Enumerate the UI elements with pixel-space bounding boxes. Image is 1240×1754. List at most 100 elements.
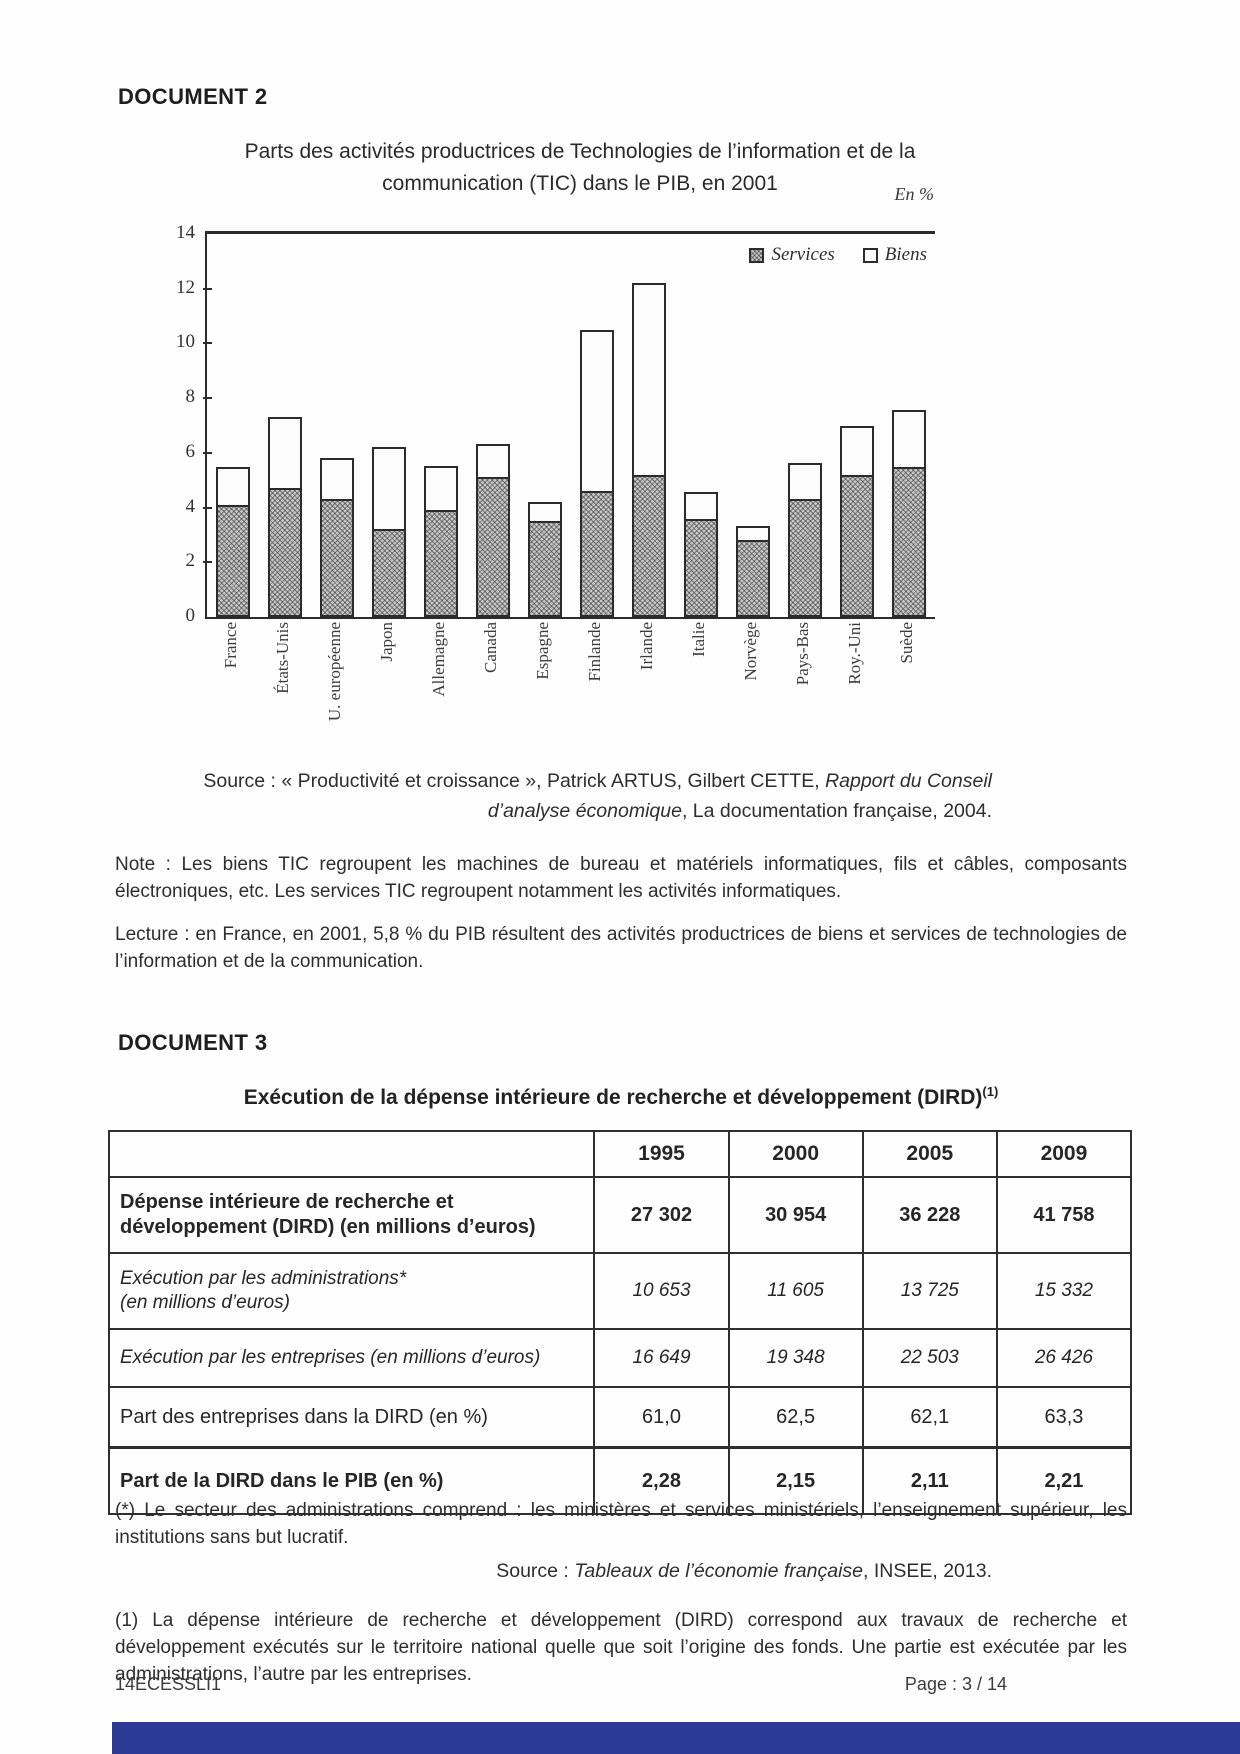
y-axis-tick-label: 8 [185,386,196,407]
cell-value: 41 758 [995,1176,1133,1254]
footnote-star: (*) Le secteur des administrations compr… [115,1500,1127,1548]
bar-segment-biens [268,417,302,488]
bar-segment-biens [736,526,770,540]
x-axis-label: Italie [689,622,708,657]
bar-Pays-Bas [779,234,831,617]
cell-value: 10 653 [593,1252,730,1330]
bar-France [207,234,259,617]
x-axis-label: U. européenne [325,622,344,722]
cell-value: 11 605 [727,1252,864,1330]
bar-segment-services [372,529,406,617]
x-axis-label: Suède [897,622,916,664]
cell-value: 2,21 [995,1446,1133,1515]
legend-item-services: Services [749,244,835,266]
table-source: Source : Tableaux de l’économie français… [300,1560,992,1583]
x-axis-label: France [221,622,240,669]
table-row: Exécution par les administrations* (en m… [107,1252,1133,1330]
x-label-slot: Suède [881,622,933,752]
table-row: Part de la DIRD dans le PIB (en %) 2,28 … [107,1446,1133,1515]
dird-table: 1995 2000 2005 2009 Dépense intérieure d… [107,1130,1133,1515]
x-label-slot: Japon [361,622,413,752]
bar-segment-services [840,475,874,617]
chart-source: Source : « Productivité et croissance »,… [120,766,992,826]
stacked-bar [268,417,302,617]
bar-Norvège [727,234,779,617]
cell-value: 27 302 [593,1176,730,1254]
legend-label-services: Services [771,244,835,265]
cell-value: 62,1 [861,1386,998,1449]
bar-Irlande [623,234,675,617]
bar-Roy.-Uni [831,234,883,617]
stacked-bar [476,444,510,617]
footnote-1: (1) La dépense intérieure de recherche e… [115,1610,1127,1685]
cell-value: 2,28 [593,1446,730,1515]
bar-Canada [467,234,519,617]
year-header: 2005 [861,1130,998,1178]
bar-Japon [363,234,415,617]
services-swatch-icon [749,247,765,263]
bar-segment-biens [788,463,822,499]
row-label: Exécution par les entreprises (en millio… [107,1328,596,1388]
x-label-slot: Finlande [569,622,621,752]
stacked-bar [424,466,458,617]
table-source-prefix: Source : [496,1560,575,1582]
y-axis-tick-mark [203,342,212,344]
y-axis-tick-mark [203,561,212,563]
bar-segment-biens [684,492,718,519]
y-axis-tick-label: 0 [185,605,196,626]
cell-value: 61,0 [593,1386,730,1449]
x-label-slot: U. européenne [309,622,361,752]
cell-value: 19 348 [727,1328,864,1388]
bar-segment-services [736,540,770,617]
stacked-bar [684,492,718,617]
stacked-bar [320,458,354,617]
bar-segment-services [632,475,666,617]
year-header: 2009 [995,1130,1133,1178]
row-label: Part des entreprises dans la DIRD (en %) [107,1386,596,1449]
chart-title-line1: Parts des activités productrices de Tech… [244,140,916,163]
stacked-bar [216,467,250,617]
bar-Espagne [519,234,571,617]
bar-segment-services [580,491,614,617]
y-axis-tick-label: 2 [185,550,196,571]
bar-segment-biens [320,458,354,499]
stacked-bar [580,330,614,617]
bar-U. européenne [311,234,363,617]
bar-segment-services [788,499,822,617]
cell-value: 62,5 [727,1386,864,1449]
x-label-slot: France [205,622,257,752]
bar-segment-biens [580,330,614,491]
x-label-slot: États-Unis [257,622,309,752]
table-title-text: Exécution de la dépense intérieure de re… [243,1086,983,1109]
stacked-bar [528,502,562,617]
bar-segment-biens [476,444,510,477]
table-header-row: 1995 2000 2005 2009 [107,1130,1133,1178]
bar-Allemagne [415,234,467,617]
row-label: Exécution par les administrations* (en m… [107,1252,596,1330]
table-title-footnote-ref: (1) [982,1084,999,1099]
row-label: Dépense intérieure de recherche et dével… [107,1176,596,1254]
stacked-bar [840,426,874,617]
bar-segment-services [684,519,718,617]
bar-segment-biens [840,426,874,475]
document2-heading: DOCUMENT 2 [118,84,268,109]
bar-segment-services [892,467,926,617]
legend-label-biens: Biens [884,244,927,265]
x-label-slot: Norvège [725,622,777,752]
y-axis-tick-mark [203,397,212,399]
row-label: Part de la DIRD dans le PIB (en %) [107,1446,596,1515]
bar-segment-services [268,488,302,617]
bar-segment-services [216,505,250,617]
x-axis-labels: France États-Unis U. européenne Japon Allema… [205,622,933,752]
stacked-bar [372,447,406,617]
page-number: Page : 3 / 14 [904,1674,1007,1694]
x-axis-label: Espagne [533,622,552,680]
year-header: 2000 [727,1130,864,1178]
table-source-suffix: , INSEE, 2013. [863,1560,992,1582]
cell-value: 15 332 [995,1252,1133,1330]
table-source-italic: Tableaux de l’économie française [574,1560,863,1582]
biens-swatch-icon [862,247,878,263]
bar-segment-services [320,499,354,617]
cell-value: 63,3 [995,1386,1133,1449]
